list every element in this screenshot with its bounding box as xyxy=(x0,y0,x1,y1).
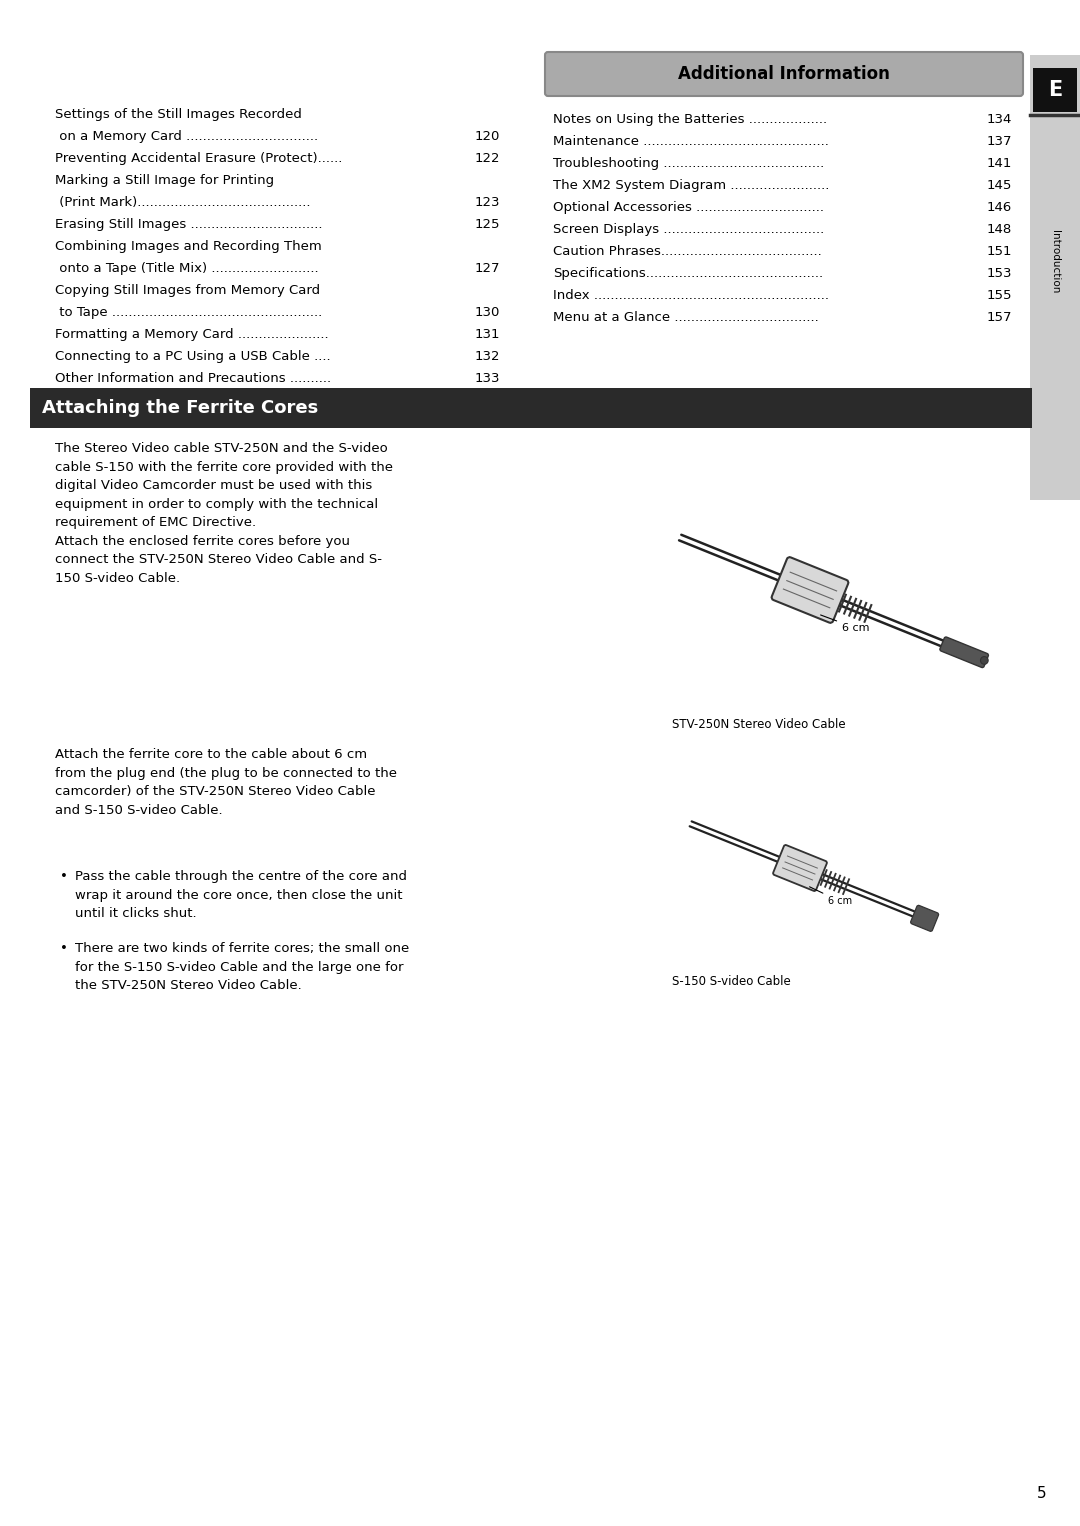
Text: E: E xyxy=(1048,79,1062,101)
Text: Introduction: Introduction xyxy=(1050,230,1059,293)
Text: Screen Displays .......................................: Screen Displays ........................… xyxy=(553,223,824,237)
Text: 123: 123 xyxy=(474,195,500,209)
Text: 134: 134 xyxy=(987,113,1012,127)
Text: Troubleshooting .......................................: Troubleshooting ........................… xyxy=(553,157,824,169)
Text: STV-250N Stereo Video Cable: STV-250N Stereo Video Cable xyxy=(672,719,846,731)
Text: 120: 120 xyxy=(474,130,500,143)
Bar xyxy=(30,388,1032,427)
FancyBboxPatch shape xyxy=(545,52,1023,96)
Text: 155: 155 xyxy=(986,288,1012,302)
Text: •: • xyxy=(60,942,68,955)
Text: Additional Information: Additional Information xyxy=(678,66,890,82)
Text: 6 cm: 6 cm xyxy=(810,887,852,906)
Text: 132: 132 xyxy=(474,349,500,363)
Text: Combining Images and Recording Them: Combining Images and Recording Them xyxy=(55,240,322,253)
Text: Connecting to a PC Using a USB Cable ....: Connecting to a PC Using a USB Cable ...… xyxy=(55,349,330,363)
Text: 148: 148 xyxy=(987,223,1012,237)
Text: (Print Mark)..........................................: (Print Mark)............................… xyxy=(55,195,311,209)
FancyBboxPatch shape xyxy=(773,845,827,891)
Text: onto a Tape (Title Mix) ..........................: onto a Tape (Title Mix) ................… xyxy=(55,262,319,275)
Text: 151: 151 xyxy=(986,246,1012,258)
Text: Attach the ferrite core to the cable about 6 cm
from the plug end (the plug to b: Attach the ferrite core to the cable abo… xyxy=(55,748,397,816)
Text: Optional Accessories ...............................: Optional Accessories ...................… xyxy=(553,201,824,214)
Text: There are two kinds of ferrite cores; the small one
for the S-150 S-video Cable : There are two kinds of ferrite cores; th… xyxy=(75,942,409,992)
Text: to Tape ...................................................: to Tape ................................… xyxy=(55,307,322,319)
Text: on a Memory Card ................................: on a Memory Card .......................… xyxy=(55,130,319,143)
Text: 137: 137 xyxy=(986,134,1012,148)
FancyBboxPatch shape xyxy=(910,905,939,931)
Text: The XM2 System Diagram ........................: The XM2 System Diagram .................… xyxy=(553,179,829,192)
Text: Specifications...........................................: Specifications..........................… xyxy=(553,267,823,279)
Text: 153: 153 xyxy=(986,267,1012,279)
Text: Preventing Accidental Erasure (Protect)......: Preventing Accidental Erasure (Protect).… xyxy=(55,153,342,165)
Circle shape xyxy=(981,656,988,664)
Text: Erasing Still Images ................................: Erasing Still Images ...................… xyxy=(55,218,323,230)
Text: 130: 130 xyxy=(474,307,500,319)
Bar xyxy=(1032,69,1077,111)
Text: 145: 145 xyxy=(987,179,1012,192)
Text: 127: 127 xyxy=(474,262,500,275)
Text: Maintenance .............................................: Maintenance ............................… xyxy=(553,134,828,148)
Text: Copying Still Images from Memory Card: Copying Still Images from Memory Card xyxy=(55,284,320,298)
Text: Other Information and Precautions ..........: Other Information and Precautions ......… xyxy=(55,372,332,385)
Text: Notes on Using the Batteries ...................: Notes on Using the Batteries ...........… xyxy=(553,113,827,127)
Text: Formatting a Memory Card ......................: Formatting a Memory Card ...............… xyxy=(55,328,328,340)
Text: Settings of the Still Images Recorded: Settings of the Still Images Recorded xyxy=(55,108,302,121)
Text: Caution Phrases.......................................: Caution Phrases.........................… xyxy=(553,246,822,258)
Text: 131: 131 xyxy=(474,328,500,340)
Text: 6 cm: 6 cm xyxy=(821,615,869,633)
Text: 133: 133 xyxy=(474,372,500,385)
Text: Index .........................................................: Index ..................................… xyxy=(553,288,829,302)
Text: Menu at a Glance ...................................: Menu at a Glance .......................… xyxy=(553,311,819,324)
Text: Marking a Still Image for Printing: Marking a Still Image for Printing xyxy=(55,174,274,188)
FancyBboxPatch shape xyxy=(771,557,849,623)
Text: 146: 146 xyxy=(987,201,1012,214)
Text: 157: 157 xyxy=(986,311,1012,324)
Text: S-150 S-video Cable: S-150 S-video Cable xyxy=(672,975,791,987)
Text: 122: 122 xyxy=(474,153,500,165)
Bar xyxy=(1030,55,1080,501)
Text: Pass the cable through the centre of the core and
wrap it around the core once, : Pass the cable through the centre of the… xyxy=(75,870,407,920)
Text: 125: 125 xyxy=(474,218,500,230)
Text: •: • xyxy=(60,870,68,884)
FancyBboxPatch shape xyxy=(940,636,988,667)
Text: The Stereo Video cable STV-250N and the S-video
cable S-150 with the ferrite cor: The Stereo Video cable STV-250N and the … xyxy=(55,443,393,584)
Text: 5: 5 xyxy=(1037,1485,1047,1500)
Text: 141: 141 xyxy=(987,157,1012,169)
Text: Attaching the Ferrite Cores: Attaching the Ferrite Cores xyxy=(42,398,319,417)
